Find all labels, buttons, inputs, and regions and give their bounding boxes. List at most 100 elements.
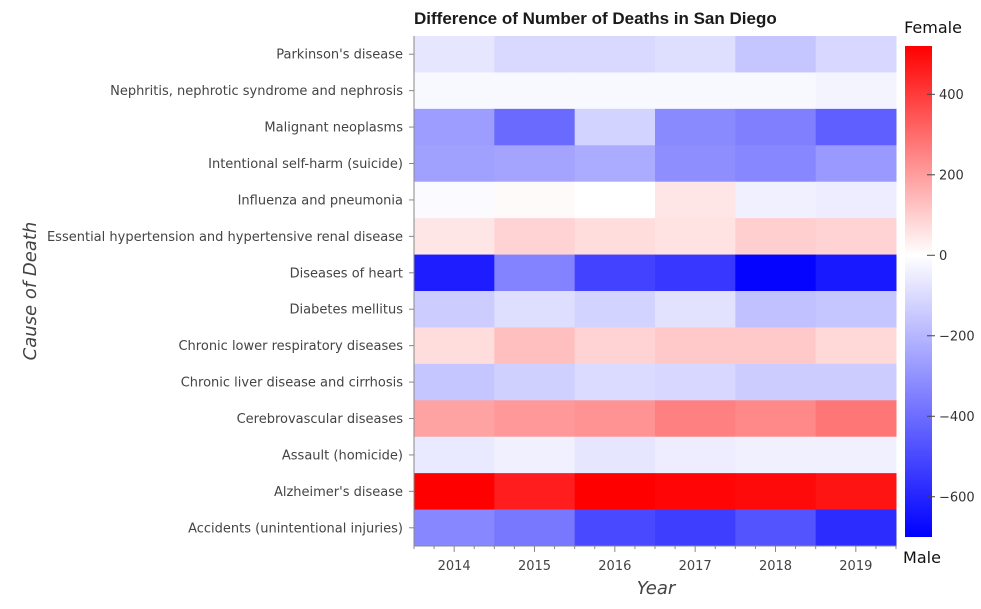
heatmap-cell (574, 400, 656, 438)
heatmap-cell (735, 400, 817, 438)
heatmap-cell (574, 181, 656, 219)
heatmap-cell (494, 400, 576, 438)
heatmap-cell (815, 108, 897, 146)
heatmap-cell (414, 72, 495, 110)
heatmap-cell (815, 145, 897, 183)
colorbar-ticks: 400 200 0 −200 −400 −600 (927, 88, 975, 505)
heatmap-cell (815, 181, 897, 219)
heatmap-cell (815, 400, 897, 438)
x-tick-labels: 2014 2015 2016 2017 2018 2019 (438, 559, 873, 574)
heatmap-cell (655, 400, 736, 438)
y-tick-labels: Parkinson's disease Nephritis, nephrotic … (47, 48, 414, 536)
heatmap-cell (735, 254, 817, 292)
heatmap-cell (414, 436, 495, 474)
heatmap-cell (815, 218, 897, 256)
heatmap-cell (735, 145, 817, 183)
x-tick-label: 2016 (598, 559, 631, 574)
heatmap-cell (574, 291, 656, 328)
heatmap-cell (574, 363, 656, 401)
heatmap-cell (655, 181, 736, 219)
heatmap-cell (655, 473, 736, 511)
heatmap-cell (414, 327, 495, 365)
colorbar-tick-label: 400 (939, 88, 964, 103)
heatmap-cell (655, 218, 736, 256)
heatmap-cell (494, 181, 576, 219)
y-tick-label: Accidents (unintentional injuries) (188, 521, 403, 536)
heatmap-cell (815, 36, 897, 73)
heatmap-cell (574, 509, 656, 547)
y-tick-label: Parkinson's disease (276, 48, 403, 63)
y-tick-label: Intentional self-harm (suicide) (208, 157, 403, 172)
x-tick-label: 2014 (438, 559, 471, 574)
heatmap-cell (735, 36, 817, 73)
heatmap-cell (655, 145, 736, 183)
x-tick-label: 2018 (759, 559, 792, 574)
heatmap-cell (494, 254, 576, 292)
heatmap-cell (655, 254, 736, 292)
x-tick-label: 2017 (679, 559, 712, 574)
y-tick-label: Assault (homicide) (282, 448, 403, 463)
heatmap-cell (414, 181, 495, 219)
heatmap-cell (414, 509, 495, 547)
x-axis-title: Year (637, 578, 677, 599)
colorbar (905, 46, 932, 537)
heatmap-cell (655, 509, 736, 547)
heatmap-cell (414, 254, 495, 292)
heatmap-cell (574, 36, 656, 73)
heatmap-cell (574, 254, 656, 292)
heatmap-cell (735, 327, 817, 365)
heatmap-cell (494, 218, 576, 256)
heatmap-cell (815, 291, 897, 328)
heatmap-cell (815, 436, 897, 474)
y-tick-label: Diseases of heart (290, 266, 403, 281)
heatmap-cell (574, 72, 656, 110)
heatmap-cell (735, 218, 817, 256)
heatmap-cell (815, 327, 897, 365)
heatmap-cell (735, 436, 817, 474)
heatmap-cell (655, 291, 736, 328)
heatmap-cell (655, 108, 736, 146)
heatmap-cell (494, 291, 576, 328)
heatmap-cell (815, 473, 897, 511)
heatmap-cell (414, 363, 495, 401)
heatmap-cell (655, 436, 736, 474)
heatmap-cell (414, 108, 495, 146)
heatmap-cell (574, 327, 656, 365)
heatmap-cell (735, 181, 817, 219)
colorbar-bottom-label: Male (903, 548, 941, 567)
heatmap-cell (494, 436, 576, 474)
colorbar-tick-label: 0 (939, 249, 947, 264)
heatmap-cell (414, 145, 495, 183)
colorbar-top-label: Female (904, 18, 962, 37)
heatmap-cell (414, 473, 495, 511)
colorbar-tick-label: −200 (939, 329, 975, 344)
heatmap-cell (494, 363, 576, 401)
heatmap-cell (494, 145, 576, 183)
y-tick-label: Chronic lower respiratory diseases (178, 339, 403, 354)
heatmap-cell (494, 72, 576, 110)
colorbar-tick-label: −600 (939, 490, 975, 505)
chart-title: Difference of Number of Deaths in San Di… (414, 9, 777, 28)
y-tick-label: Malignant neoplasms (264, 121, 403, 136)
y-tick-label: Influenza and pneumonia (238, 193, 403, 208)
heatmap-cell (494, 36, 576, 73)
heatmap-cell (735, 509, 817, 547)
heatmap-cell (735, 363, 817, 401)
heatmap-cell (735, 291, 817, 328)
colorbar-tick-label: 200 (939, 168, 964, 183)
colorbar-tick-label: −400 (939, 410, 975, 425)
heatmap-cell (655, 327, 736, 365)
heatmap-cell (414, 36, 495, 73)
heatmap-cell (494, 108, 576, 146)
heatmap-cell (414, 291, 495, 328)
heatmap-cell (815, 254, 897, 292)
heatmap-cell (574, 473, 656, 511)
x-tick-label: 2019 (839, 559, 872, 574)
heatmap-cell (655, 72, 736, 110)
heatmap-cell (494, 509, 576, 547)
heatmap-cell (574, 108, 656, 146)
y-tick-label: Diabetes mellitus (290, 303, 404, 318)
x-tick-label: 2015 (518, 559, 551, 574)
heatmap-cell (815, 363, 897, 401)
